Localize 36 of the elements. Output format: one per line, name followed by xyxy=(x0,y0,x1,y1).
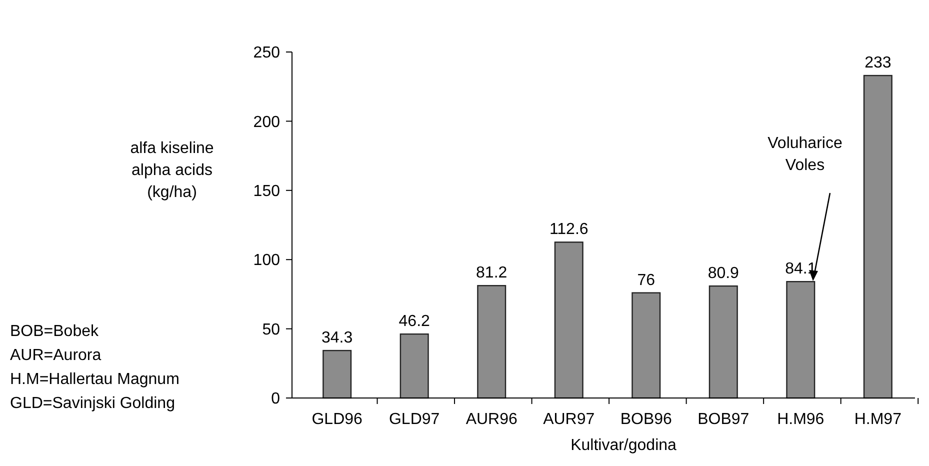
data-label: 34.3 xyxy=(322,330,353,347)
x-tick-label: AUR96 xyxy=(466,411,518,428)
y-tick-label: 50 xyxy=(262,321,280,338)
data-label: 80.9 xyxy=(708,265,740,282)
text: H.M=Hallertau Magnum xyxy=(10,371,180,388)
data-label: 112.6 xyxy=(549,221,588,238)
bar xyxy=(400,333,429,399)
y-axis-title: alfa kiseline alpha acids (kg/ha) xyxy=(130,140,214,201)
x-tick-label: H.M96 xyxy=(777,411,824,428)
data-label: 46.2 xyxy=(398,313,430,330)
bar xyxy=(477,285,506,399)
y-tick-label: 100 xyxy=(253,252,280,270)
y-tick-label: 200 xyxy=(253,114,280,131)
data-label: 81.2 xyxy=(476,264,508,282)
text: BOB=Bobek xyxy=(10,323,100,340)
data-label: 233 xyxy=(864,54,892,72)
bar xyxy=(708,285,738,399)
x-tick-label: BOB97 xyxy=(698,411,750,428)
x-tick-label: AUR97 xyxy=(543,411,595,428)
bar xyxy=(322,350,352,399)
text: GLD=Savinjski Golding xyxy=(10,395,175,412)
x-tick-label: GLD97 xyxy=(388,411,440,428)
bar xyxy=(786,281,816,399)
data-label: 76 xyxy=(637,272,656,289)
x-axis-title: Kultivar/godina xyxy=(570,437,677,454)
x-tick-label: GLD96 xyxy=(312,411,363,428)
x-tick-label: H.M97 xyxy=(854,411,902,428)
bar xyxy=(632,292,661,399)
y-tick-label: 150 xyxy=(253,183,280,200)
bar xyxy=(863,74,892,399)
text: AUR=Aurora xyxy=(10,347,102,364)
x-tick-label: BOB96 xyxy=(620,411,672,428)
y-tick-label: 0 xyxy=(271,390,280,408)
y-tick-label: 250 xyxy=(253,44,280,62)
bar xyxy=(554,242,584,399)
annotation: Voluharice Voles xyxy=(768,135,842,174)
